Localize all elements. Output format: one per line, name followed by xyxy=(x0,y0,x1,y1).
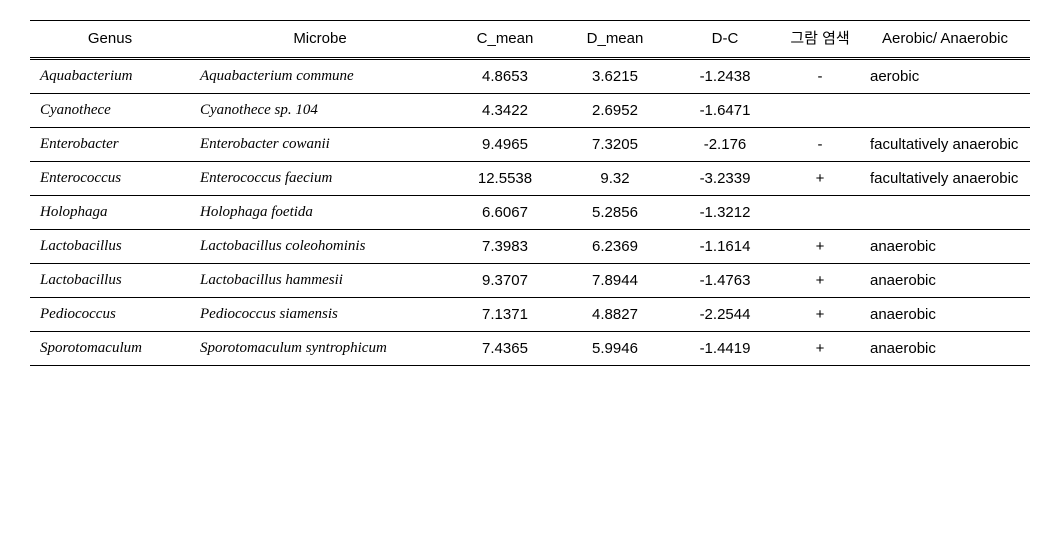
cell-microbe: Enterococcus faecium xyxy=(190,161,450,195)
cell-dmean: 5.2856 xyxy=(560,195,670,229)
cell-aerobic xyxy=(860,195,1030,229)
cell-dmean: 9.32 xyxy=(560,161,670,195)
cell-genus: Enterococcus xyxy=(30,161,190,195)
table-row: EnterobacterEnterobacter cowanii9.49657.… xyxy=(30,127,1030,161)
cell-cmean: 9.4965 xyxy=(450,127,560,161)
cell-genus: Holophaga xyxy=(30,195,190,229)
cell-aerobic: anaerobic xyxy=(860,229,1030,263)
cell-dmean: 7.3205 xyxy=(560,127,670,161)
cell-gram: + xyxy=(780,297,860,331)
cell-dminusc: -1.6471 xyxy=(670,93,780,127)
cell-dmean: 3.6215 xyxy=(560,58,670,93)
cell-gram: - xyxy=(780,58,860,93)
cell-microbe: Sporotomaculum syntrophicum xyxy=(190,331,450,365)
cell-gram xyxy=(780,93,860,127)
cell-gram: + xyxy=(780,331,860,365)
cell-cmean: 7.4365 xyxy=(450,331,560,365)
cell-dminusc: -1.1614 xyxy=(670,229,780,263)
cell-aerobic: anaerobic xyxy=(860,297,1030,331)
cell-dminusc: -1.4763 xyxy=(670,263,780,297)
cell-microbe: Lactobacillus hammesii xyxy=(190,263,450,297)
cell-gram: + xyxy=(780,263,860,297)
cell-dmean: 7.8944 xyxy=(560,263,670,297)
cell-genus: Cyanothece xyxy=(30,93,190,127)
cell-dminusc: -1.3212 xyxy=(670,195,780,229)
cell-microbe: Aquabacterium commune xyxy=(190,58,450,93)
cell-cmean: 7.1371 xyxy=(450,297,560,331)
cell-microbe: Enterobacter cowanii xyxy=(190,127,450,161)
cell-dminusc: -1.2438 xyxy=(670,58,780,93)
cell-aerobic xyxy=(860,93,1030,127)
table-row: CyanotheceCyanothece sp. 1044.34222.6952… xyxy=(30,93,1030,127)
col-header-microbe: Microbe xyxy=(190,21,450,59)
cell-genus: Lactobacillus xyxy=(30,263,190,297)
cell-aerobic: facultatively anaerobic xyxy=(860,161,1030,195)
cell-dmean: 2.6952 xyxy=(560,93,670,127)
col-header-genus: Genus xyxy=(30,21,190,59)
table-body: AquabacteriumAquabacterium commune4.8653… xyxy=(30,58,1030,365)
cell-cmean: 6.6067 xyxy=(450,195,560,229)
cell-microbe: Pediococcus siamensis xyxy=(190,297,450,331)
cell-microbe: Holophaga foetida xyxy=(190,195,450,229)
cell-microbe: Lactobacillus coleohominis xyxy=(190,229,450,263)
table-row: LactobacillusLactobacillus coleohominis7… xyxy=(30,229,1030,263)
cell-aerobic: facultatively anaerobic xyxy=(860,127,1030,161)
cell-dminusc: -1.4419 xyxy=(670,331,780,365)
cell-aerobic: anaerobic xyxy=(860,331,1030,365)
col-header-gram: 그람 염색 xyxy=(780,21,860,59)
cell-genus: Pediococcus xyxy=(30,297,190,331)
cell-dminusc: -2.176 xyxy=(670,127,780,161)
cell-cmean: 12.5538 xyxy=(450,161,560,195)
table-row: PediococcusPediococcus siamensis7.13714.… xyxy=(30,297,1030,331)
cell-genus: Lactobacillus xyxy=(30,229,190,263)
table-header-row: Genus Microbe C_mean D_mean D-C 그람 염색 Ae… xyxy=(30,21,1030,59)
table-row: SporotomaculumSporotomaculum syntrophicu… xyxy=(30,331,1030,365)
cell-dmean: 5.9946 xyxy=(560,331,670,365)
cell-gram: + xyxy=(780,229,860,263)
table-row: EnterococcusEnterococcus faecium12.55389… xyxy=(30,161,1030,195)
cell-genus: Enterobacter xyxy=(30,127,190,161)
cell-genus: Aquabacterium xyxy=(30,58,190,93)
cell-dmean: 4.8827 xyxy=(560,297,670,331)
cell-aerobic: anaerobic xyxy=(860,263,1030,297)
col-header-dminusc: D-C xyxy=(670,21,780,59)
col-header-cmean: C_mean xyxy=(450,21,560,59)
cell-aerobic: aerobic xyxy=(860,58,1030,93)
microbe-table: Genus Microbe C_mean D_mean D-C 그람 염색 Ae… xyxy=(30,20,1030,366)
cell-dminusc: -2.2544 xyxy=(670,297,780,331)
table-row: HolophagaHolophaga foetida6.60675.2856-1… xyxy=(30,195,1030,229)
cell-dminusc: -3.2339 xyxy=(670,161,780,195)
cell-gram: - xyxy=(780,127,860,161)
cell-cmean: 9.3707 xyxy=(450,263,560,297)
cell-cmean: 4.3422 xyxy=(450,93,560,127)
col-header-dmean: D_mean xyxy=(560,21,670,59)
cell-genus: Sporotomaculum xyxy=(30,331,190,365)
col-header-aerobic: Aerobic/ Anaerobic xyxy=(860,21,1030,59)
cell-microbe: Cyanothece sp. 104 xyxy=(190,93,450,127)
table-row: LactobacillusLactobacillus hammesii9.370… xyxy=(30,263,1030,297)
cell-gram xyxy=(780,195,860,229)
table-row: AquabacteriumAquabacterium commune4.8653… xyxy=(30,58,1030,93)
cell-cmean: 7.3983 xyxy=(450,229,560,263)
cell-gram: + xyxy=(780,161,860,195)
cell-cmean: 4.8653 xyxy=(450,58,560,93)
cell-dmean: 6.2369 xyxy=(560,229,670,263)
